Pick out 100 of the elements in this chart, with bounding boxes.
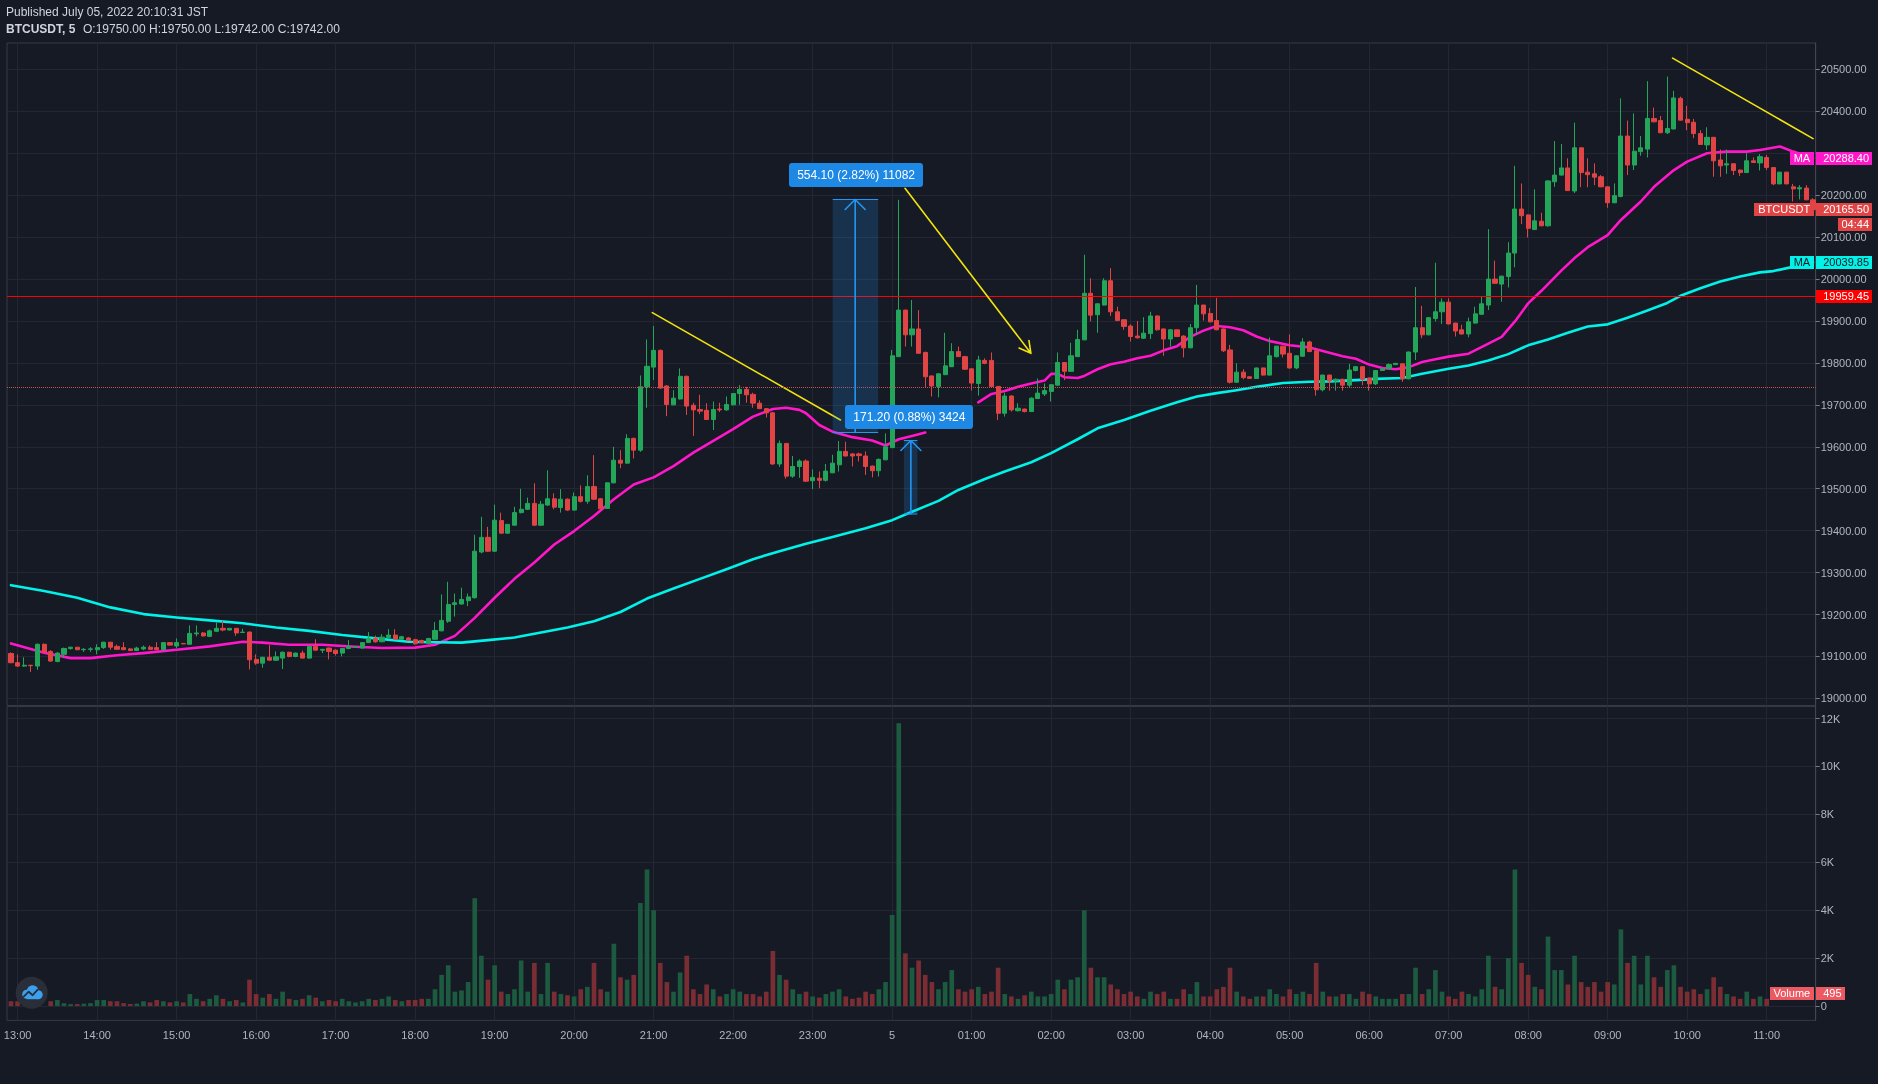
- bar: [154, 1000, 160, 1007]
- candlestick: [220, 620, 226, 632]
- candlestick: [1757, 153, 1763, 171]
- candlestick: [307, 645, 312, 660]
- bar: [710, 989, 716, 1007]
- candlestick: [684, 375, 689, 416]
- candlestick: [1314, 347, 1319, 397]
- candlestick: [167, 642, 173, 646]
- candlestick: [1446, 297, 1451, 325]
- bar: [1042, 996, 1047, 1007]
- series-label: Volume: [1769, 986, 1815, 1000]
- x-tick-label: 23:00: [798, 1028, 827, 1041]
- candlestick: [1797, 184, 1802, 200]
- candlestick: [1082, 254, 1087, 341]
- candlestick: [1526, 214, 1531, 239]
- bar: [1757, 996, 1763, 1007]
- bar: [1207, 996, 1213, 1007]
- bar: [1751, 998, 1756, 1007]
- bar: [1505, 958, 1511, 1007]
- bar: [1472, 996, 1478, 1007]
- bar: [1373, 996, 1379, 1007]
- bar: [200, 1001, 206, 1007]
- candlestick: [499, 512, 504, 535]
- bar: [267, 994, 272, 1007]
- candlestick: [1108, 267, 1113, 317]
- bar: [1081, 910, 1087, 1007]
- bar: [1234, 991, 1239, 1007]
- candlestick: [909, 299, 915, 348]
- bar: [392, 1000, 398, 1007]
- bar: [975, 986, 981, 1007]
- candlestick: [459, 587, 464, 605]
- candlestick: [406, 636, 411, 642]
- bar: [1134, 996, 1140, 1007]
- bar: [1055, 979, 1061, 1007]
- text: Published July 05, 2022 20:10:31 JST: [6, 5, 209, 19]
- bar: [922, 974, 928, 1007]
- bar: [1532, 986, 1538, 1007]
- bar: [1466, 994, 1471, 1007]
- bar: [744, 994, 749, 1007]
- bar: [439, 974, 444, 1007]
- candlestick: [989, 351, 994, 388]
- candlestick: [1559, 143, 1564, 176]
- bar: [936, 989, 941, 1007]
- bar: [240, 1002, 246, 1007]
- bar: [207, 998, 213, 1007]
- candlestick: [300, 650, 305, 660]
- bar: [1658, 986, 1663, 1007]
- candlestick: [1062, 361, 1067, 381]
- candlestick: [1168, 328, 1173, 348]
- bar: [1605, 982, 1610, 1007]
- y-tick-label: 20100.00: [1820, 231, 1867, 244]
- candlestick: [1015, 402, 1021, 413]
- candlestick: [790, 455, 795, 479]
- x-tick-label: 17:00: [321, 1028, 350, 1041]
- candlestick: [1320, 374, 1325, 392]
- bar: [618, 977, 623, 1007]
- candlestick: [35, 642, 40, 671]
- candlestick: [916, 309, 921, 355]
- bar: [816, 997, 822, 1007]
- bar: [260, 997, 266, 1007]
- candlestick: [843, 441, 848, 457]
- y-tick-label: 12K: [1820, 712, 1841, 725]
- candlestick: [1751, 156, 1756, 164]
- candlestick: [1261, 367, 1266, 377]
- candlestick: [1307, 340, 1312, 353]
- bar: [578, 989, 584, 1007]
- y-tick-label: 20400.00: [1820, 105, 1867, 118]
- bar: [147, 1002, 153, 1007]
- candlestick: [936, 372, 941, 398]
- bar: [1009, 996, 1014, 1007]
- candlestick: [1360, 365, 1365, 386]
- bar: [1267, 989, 1273, 1007]
- y-tick-label: 19700.00: [1820, 398, 1867, 411]
- candlestick: [1492, 260, 1498, 285]
- candlestick: [996, 385, 1001, 421]
- bar: [339, 998, 345, 1007]
- text: 04:44: [1838, 218, 1872, 231]
- bar: [631, 974, 637, 1007]
- y-tick-label: 10K: [1820, 760, 1841, 773]
- candlestick: [1519, 182, 1524, 225]
- bar: [386, 996, 391, 1007]
- bar: [1360, 991, 1365, 1007]
- candlestick: [485, 526, 491, 553]
- bar: [604, 991, 610, 1007]
- bar: [598, 989, 603, 1007]
- bar: [1678, 986, 1683, 1007]
- bar: [1399, 994, 1405, 1007]
- x-tick-label: 07:00: [1434, 1028, 1463, 1041]
- candlestick: [1426, 316, 1431, 336]
- candlestick: [141, 645, 146, 651]
- bar: [333, 1001, 338, 1007]
- candlestick: [128, 647, 133, 652]
- bar: [108, 1001, 113, 1007]
- y-tick-label: 19300.00: [1820, 566, 1867, 579]
- bar: [1307, 994, 1312, 1007]
- x-tick-label: 5: [889, 1028, 896, 1041]
- candlestick: [1678, 96, 1683, 122]
- x-tick-label: 16:00: [242, 1028, 270, 1041]
- candlestick: [823, 463, 828, 483]
- bar: [545, 962, 550, 1007]
